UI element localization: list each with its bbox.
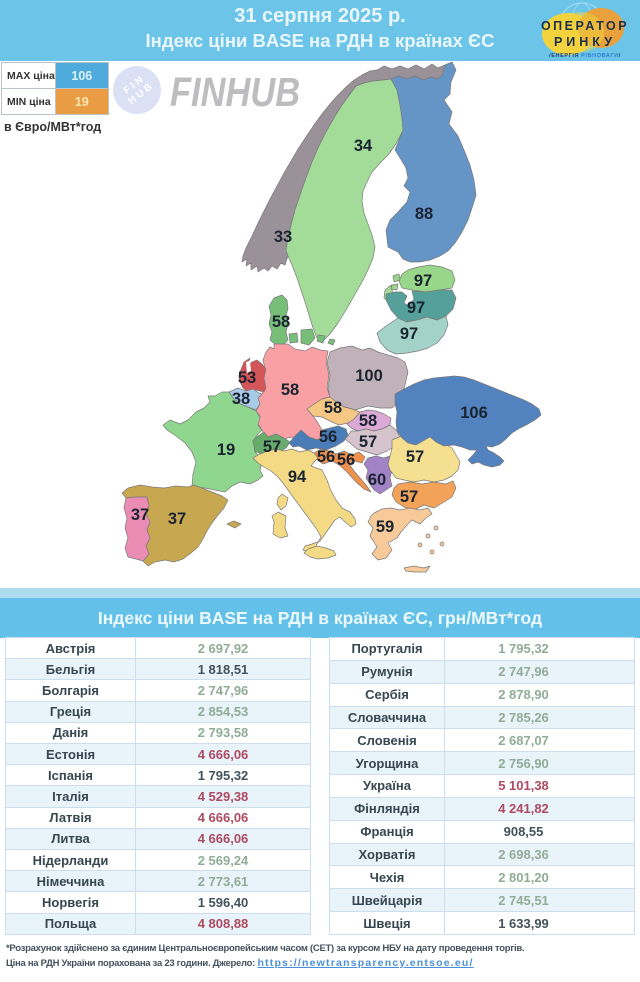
svg-text:58: 58 (324, 399, 342, 417)
svg-text:33: 33 (274, 228, 292, 246)
svg-text:ОПЕРАТОР: ОПЕРАТОР (541, 19, 629, 33)
svg-text:97: 97 (400, 325, 418, 343)
svg-text:57: 57 (359, 433, 377, 451)
svg-text:58: 58 (359, 412, 377, 430)
svg-text:РИНКУ: РИНКУ (554, 35, 616, 49)
svg-text:19: 19 (217, 441, 235, 459)
svg-text:58: 58 (281, 381, 299, 399)
svg-text:34: 34 (354, 137, 373, 155)
svg-text:58: 58 (272, 313, 290, 331)
svg-text:37: 37 (168, 510, 186, 528)
svg-text:106: 106 (460, 404, 488, 422)
svg-text:56: 56 (337, 451, 355, 469)
svg-text:88: 88 (415, 205, 433, 223)
svg-text:59: 59 (376, 518, 394, 536)
svg-text:100: 100 (355, 367, 383, 385)
svg-text:97: 97 (414, 272, 432, 290)
svg-text:53: 53 (238, 369, 256, 387)
svg-text:57: 57 (263, 438, 281, 456)
svg-text:/ЕНЕРГІЯ РІВНОВАГИ/: /ЕНЕРГІЯ РІВНОВАГИ/ (549, 53, 621, 59)
svg-text:56: 56 (317, 448, 335, 466)
svg-text:60: 60 (368, 471, 386, 489)
svg-text:57: 57 (400, 488, 418, 506)
svg-text:38: 38 (232, 390, 250, 408)
svg-text:97: 97 (407, 299, 425, 317)
svg-text:94: 94 (288, 468, 307, 486)
svg-text:57: 57 (406, 448, 424, 466)
svg-text:37: 37 (131, 506, 149, 524)
svg-text:56: 56 (319, 428, 337, 446)
